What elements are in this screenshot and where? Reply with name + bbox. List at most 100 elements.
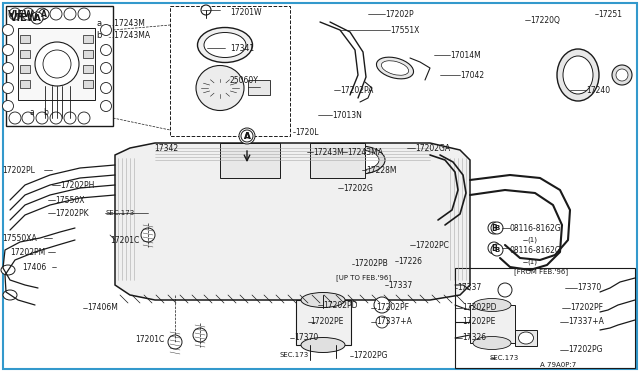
Text: 17220Q: 17220Q xyxy=(530,16,560,25)
Polygon shape xyxy=(115,143,470,300)
Text: 17202GA: 17202GA xyxy=(415,144,450,153)
Text: 17550X: 17550X xyxy=(55,196,84,205)
Text: SEC.173: SEC.173 xyxy=(280,352,309,358)
Circle shape xyxy=(374,297,390,313)
Circle shape xyxy=(241,130,253,142)
Circle shape xyxy=(3,45,13,55)
Circle shape xyxy=(498,283,512,297)
Bar xyxy=(296,300,351,345)
Circle shape xyxy=(78,8,90,20)
Text: 17202PB: 17202PB xyxy=(354,260,388,269)
Circle shape xyxy=(100,100,111,112)
Bar xyxy=(20,50,30,58)
Text: 17201C: 17201C xyxy=(110,235,140,244)
Circle shape xyxy=(39,9,49,19)
Text: a: a xyxy=(29,108,35,116)
Circle shape xyxy=(616,69,628,81)
Circle shape xyxy=(491,222,503,234)
Text: b: b xyxy=(96,31,101,39)
Circle shape xyxy=(9,8,21,20)
Text: 17202PD: 17202PD xyxy=(462,304,497,312)
Text: 17406M: 17406M xyxy=(87,304,118,312)
Ellipse shape xyxy=(196,65,244,110)
Text: A: A xyxy=(244,131,250,141)
Text: 17243MA: 17243MA xyxy=(347,148,383,157)
Text: 17406: 17406 xyxy=(22,263,46,272)
Circle shape xyxy=(78,112,90,124)
Text: 17337: 17337 xyxy=(388,280,412,289)
Circle shape xyxy=(168,335,182,349)
Text: 17202PG: 17202PG xyxy=(568,346,602,355)
Bar xyxy=(248,80,270,95)
Circle shape xyxy=(100,83,111,93)
Text: 17202PD: 17202PD xyxy=(323,301,358,310)
Text: 17337+A: 17337+A xyxy=(376,317,412,327)
Ellipse shape xyxy=(198,28,253,62)
Text: 17202PE: 17202PE xyxy=(310,317,344,327)
Circle shape xyxy=(193,328,207,342)
Text: 17551X: 17551X xyxy=(390,26,419,35)
Text: 17240: 17240 xyxy=(586,86,610,94)
Circle shape xyxy=(50,112,62,124)
Bar xyxy=(83,65,93,73)
Circle shape xyxy=(3,25,13,35)
Text: VIEW: VIEW xyxy=(10,13,38,23)
Bar xyxy=(220,143,280,178)
Circle shape xyxy=(22,112,34,124)
Text: 17326: 17326 xyxy=(462,334,486,343)
Text: (1): (1) xyxy=(527,259,537,265)
Text: 17202PH: 17202PH xyxy=(60,180,94,189)
Ellipse shape xyxy=(204,32,246,58)
Circle shape xyxy=(9,112,21,124)
Text: [UP TO FEB.'96]: [UP TO FEB.'96] xyxy=(336,275,391,281)
Text: 25060Y: 25060Y xyxy=(230,76,259,84)
Circle shape xyxy=(141,228,155,242)
Text: 08116-8162G: 08116-8162G xyxy=(510,246,562,254)
Text: 17202PM: 17202PM xyxy=(10,247,45,257)
Text: A: A xyxy=(41,10,47,19)
Text: 17202PG: 17202PG xyxy=(353,352,387,360)
Circle shape xyxy=(31,12,43,24)
Text: 17202G: 17202G xyxy=(343,183,373,192)
Circle shape xyxy=(376,316,388,328)
Circle shape xyxy=(488,222,500,234)
Text: A: A xyxy=(33,13,40,22)
Text: [FROM FEB.'96]: [FROM FEB.'96] xyxy=(514,269,568,275)
Text: 1720L: 1720L xyxy=(295,128,319,137)
Text: ...17243M: ...17243M xyxy=(107,19,145,28)
Text: 17342: 17342 xyxy=(154,144,178,153)
Circle shape xyxy=(3,62,13,74)
Text: 17337+A: 17337+A xyxy=(568,317,604,327)
Ellipse shape xyxy=(341,150,379,170)
Text: 17202PE: 17202PE xyxy=(462,317,495,327)
Bar xyxy=(20,80,30,88)
Circle shape xyxy=(612,65,632,85)
Text: VIEW: VIEW xyxy=(8,10,35,19)
Text: 17370: 17370 xyxy=(294,334,318,343)
Ellipse shape xyxy=(1,265,15,275)
Ellipse shape xyxy=(563,56,593,94)
Ellipse shape xyxy=(335,146,385,174)
Text: 17014M: 17014M xyxy=(450,51,481,60)
Ellipse shape xyxy=(301,337,345,353)
Text: 17202PA: 17202PA xyxy=(340,86,373,94)
Circle shape xyxy=(3,83,13,93)
Bar xyxy=(6,6,113,126)
Bar xyxy=(83,80,93,88)
Text: 17201C: 17201C xyxy=(135,336,164,344)
Circle shape xyxy=(22,8,34,20)
Text: 17202PF: 17202PF xyxy=(376,304,409,312)
Text: 17202PC: 17202PC xyxy=(415,241,449,250)
Text: a: a xyxy=(96,19,101,28)
Text: 17228M: 17228M xyxy=(366,166,397,174)
Text: b: b xyxy=(44,108,49,116)
Text: 08116-8162G: 08116-8162G xyxy=(510,224,562,232)
Bar xyxy=(170,6,290,136)
Circle shape xyxy=(491,244,503,256)
Circle shape xyxy=(100,45,111,55)
Circle shape xyxy=(239,128,255,144)
Text: SEC.173: SEC.173 xyxy=(105,210,134,216)
Bar xyxy=(455,268,635,368)
Text: 17202PL: 17202PL xyxy=(2,166,35,174)
Bar xyxy=(20,65,30,73)
